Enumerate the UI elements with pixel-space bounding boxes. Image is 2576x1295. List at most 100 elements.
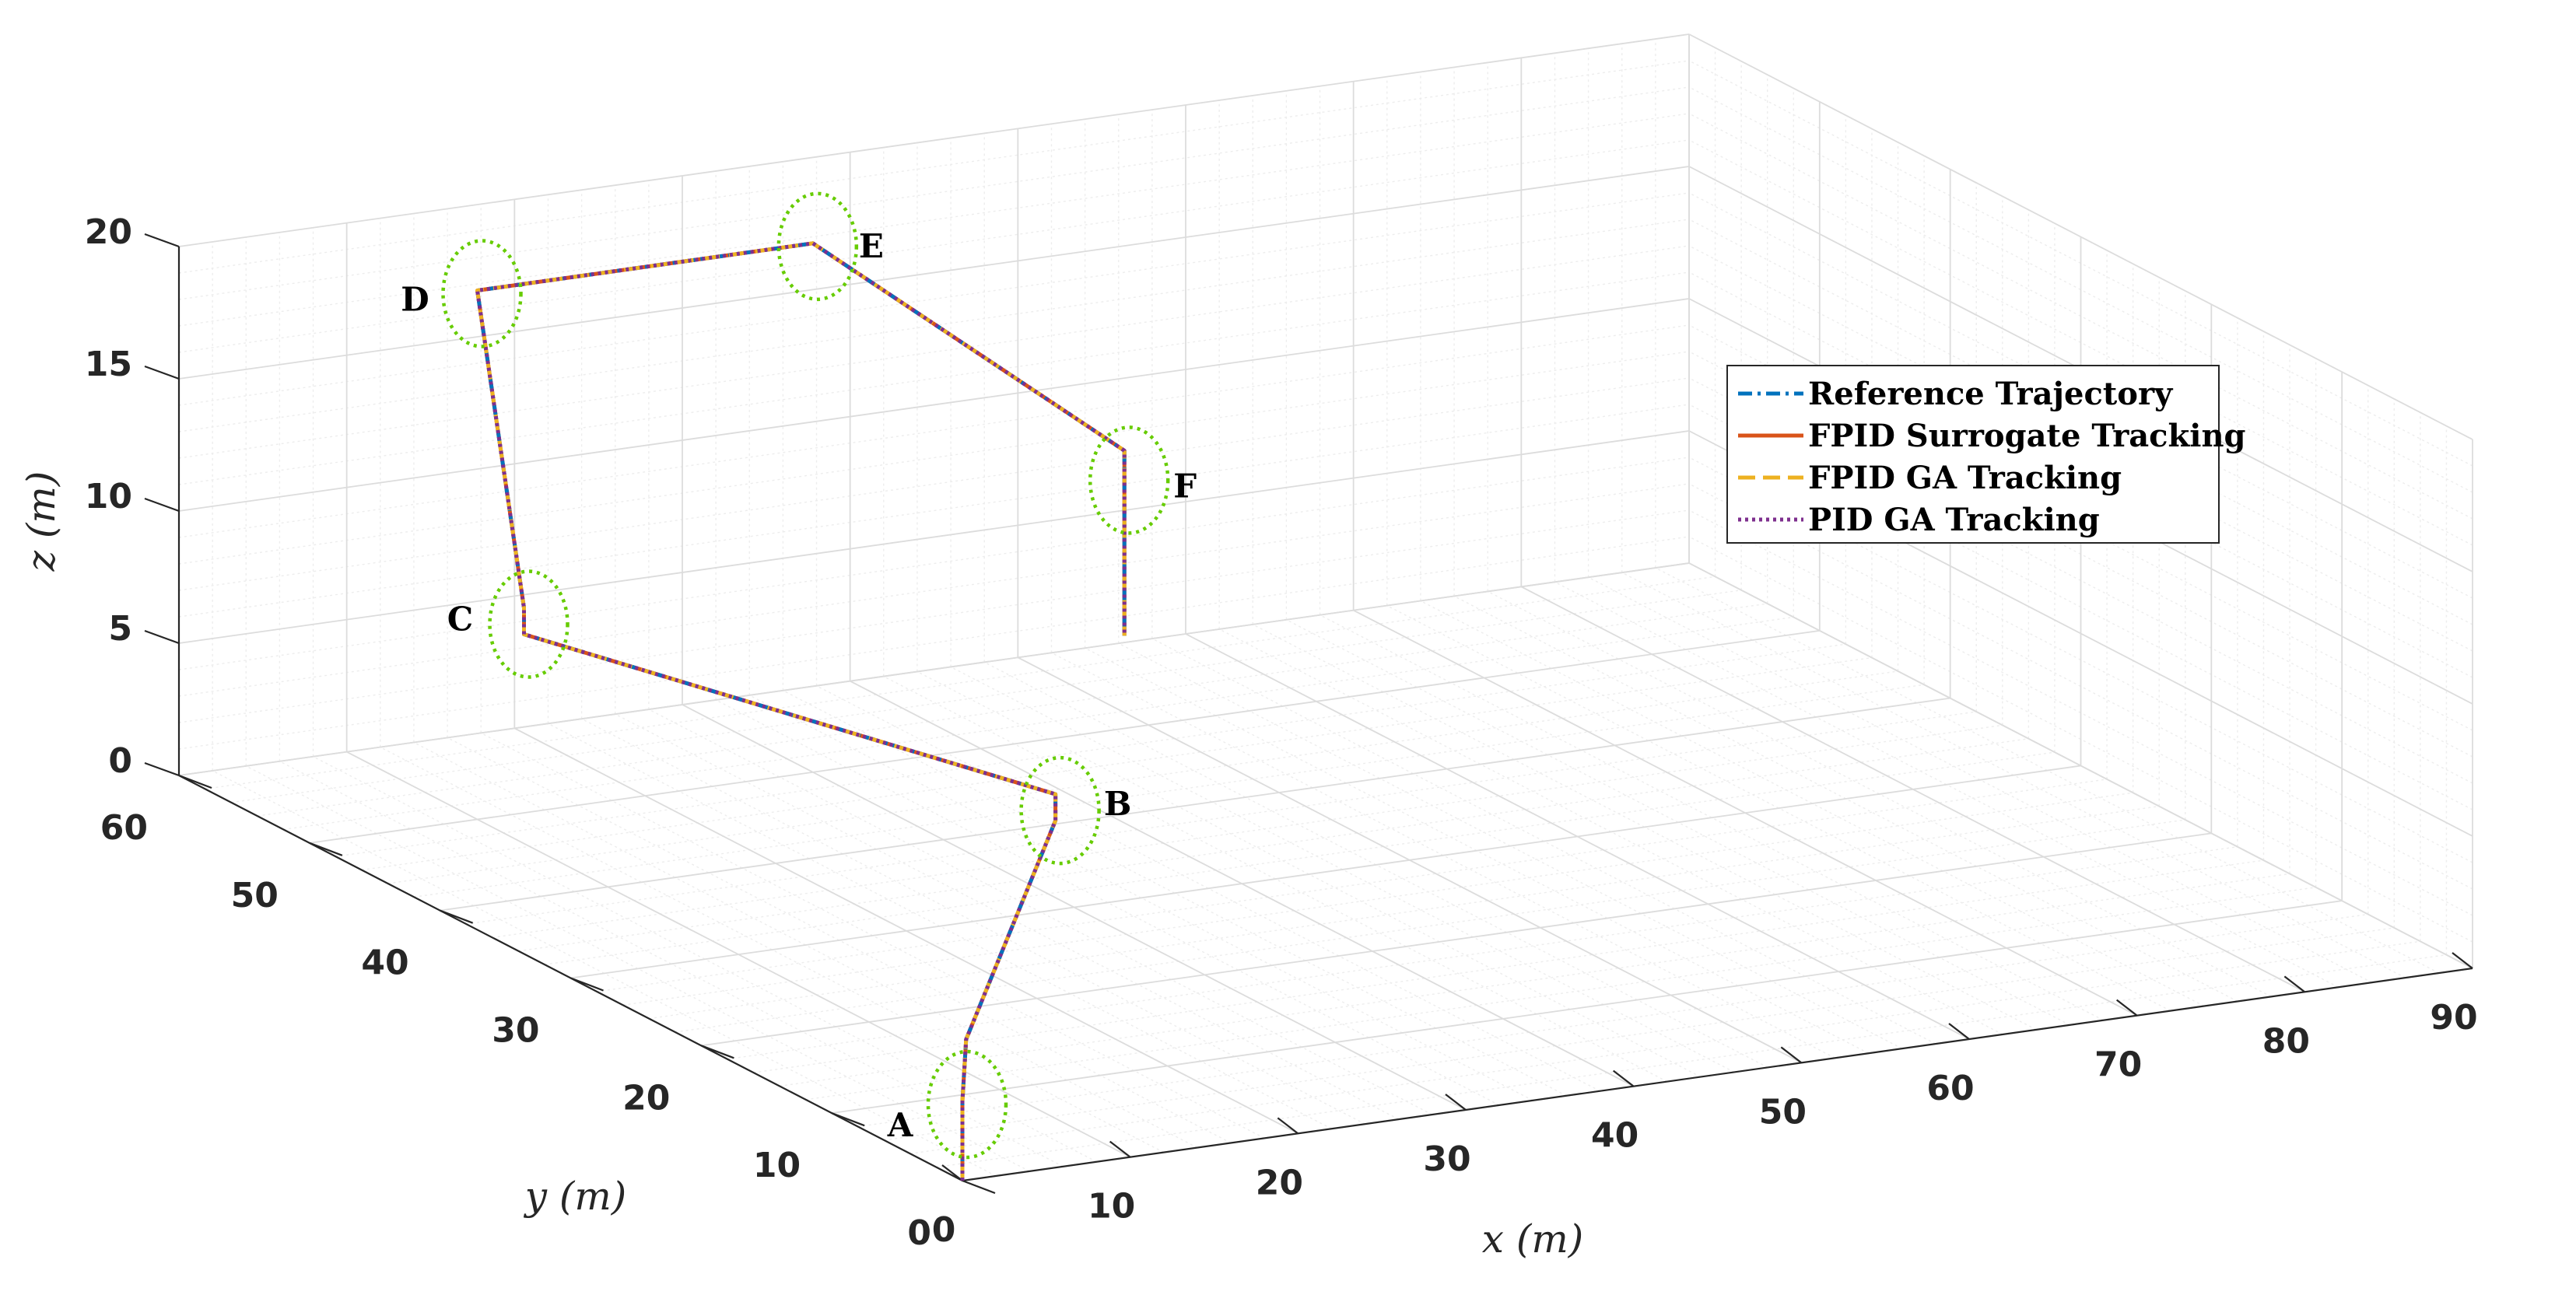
y-tick-label: 0	[907, 1213, 931, 1253]
wall-minor-gridline	[178, 60, 1690, 274]
x-tick-label: 50	[1759, 1092, 1807, 1132]
x-tick-label: 90	[2430, 998, 2477, 1038]
axis-layer	[144, 233, 2473, 1195]
floor-minor-gridline	[466, 711, 1977, 925]
x-tick-label: 10	[1088, 1187, 1135, 1227]
wall-minor-gridline	[178, 536, 1690, 750]
floor-minor-gridline	[492, 724, 2003, 939]
wall-gridline	[1688, 33, 2473, 440]
wall-minor-gridline	[178, 457, 1690, 670]
z-tick-label: 10	[85, 477, 132, 516]
z-tick	[144, 629, 180, 645]
y-tick	[178, 774, 212, 789]
grid-layer	[178, 33, 2473, 1181]
x-tick	[2115, 999, 2138, 1017]
wall-minor-gridline	[178, 324, 1690, 538]
y-tick	[440, 909, 474, 924]
z-tick	[144, 761, 180, 777]
legend-box	[1726, 365, 2220, 544]
y-tick	[309, 842, 343, 856]
y-tick	[831, 1112, 865, 1127]
x-tick	[941, 1164, 963, 1181]
floor-gridline	[440, 697, 1950, 912]
x-tick	[1948, 1023, 1970, 1040]
z-tick	[144, 233, 180, 248]
wall-minor-gridline	[178, 509, 1690, 723]
waypoint-label: B	[1104, 785, 1132, 823]
waypoint-label: A	[887, 1106, 914, 1144]
x-tick-label: 0	[932, 1210, 956, 1250]
floor-minor-gridline	[414, 684, 1925, 898]
legend: Reference Trajectory FPID Surrogate Trac…	[1726, 365, 2246, 544]
x-tick-label: 30	[1423, 1139, 1470, 1179]
x-tick	[1277, 1117, 1299, 1135]
floor-minor-gridline	[283, 616, 1794, 831]
wall-minor-gridline	[178, 377, 1690, 591]
z-tick	[144, 497, 180, 513]
floor-minor-gridline	[753, 859, 2264, 1073]
floor-minor-gridline	[544, 751, 2056, 965]
floor-gridline	[309, 629, 1820, 844]
x-tick	[2452, 952, 2473, 969]
x-tick	[1445, 1094, 1467, 1111]
wall-minor-gridline	[178, 192, 1690, 406]
floor-minor-gridline	[518, 738, 2029, 952]
legend-label-pid-ga: PID GA Tracking	[1808, 502, 2100, 538]
x-tick-label: 40	[1591, 1116, 1638, 1156]
y-tick	[962, 1179, 996, 1195]
legend-label-reference: Reference Trajectory	[1808, 376, 2174, 412]
z-tick-label: 20	[85, 212, 132, 252]
y-tick-label: 10	[753, 1146, 801, 1185]
waypoint-circle	[1088, 425, 1170, 535]
series-layer	[475, 241, 1127, 1181]
floor-minor-gridline	[805, 887, 2316, 1101]
series-line-fpid-surrogate-tracking	[475, 241, 1127, 1181]
y-tick-label: 60	[100, 808, 148, 848]
waypoint-label: F	[1173, 467, 1197, 505]
waypoint-circle	[776, 191, 859, 302]
x-tick-label: 80	[2262, 1021, 2310, 1061]
wall-minor-gridline	[178, 245, 1690, 459]
wall-gridline	[178, 166, 1690, 380]
wall-minor-gridline	[178, 139, 1690, 353]
z-tick-label: 0	[108, 741, 132, 781]
waypoint-circle	[488, 569, 570, 679]
x-tick	[1109, 1140, 1131, 1158]
floor-minor-gridline	[649, 805, 2160, 1020]
legend-label-fpid-ga: FPID GA Tracking	[1808, 460, 2122, 496]
y-tick	[570, 977, 604, 992]
waypoint-label: C	[447, 600, 473, 639]
series-line-reference-trajectory	[475, 241, 1127, 1181]
wall-gridline	[178, 430, 1690, 644]
z-tick-label: 15	[85, 345, 132, 384]
waypoint-annotations: A B C D E F	[401, 191, 1197, 1160]
x-tick-label: 60	[1926, 1069, 1974, 1108]
y-axis-label: y (m)	[524, 1174, 627, 1219]
floor-minor-gridline	[622, 792, 2133, 1006]
floor-minor-gridline	[361, 656, 1873, 871]
floor-minor-gridline	[387, 670, 1898, 884]
y-tick-label: 40	[361, 943, 408, 983]
floor-gridline	[701, 832, 2212, 1047]
wall-minor-gridline	[178, 113, 1690, 327]
waypoint-circle	[441, 239, 523, 348]
wall-gridline	[178, 33, 1690, 247]
wall-gridline	[178, 562, 1690, 776]
floor-minor-gridline	[727, 846, 2238, 1060]
wall-minor-gridline	[178, 404, 1690, 618]
floor-minor-gridline	[884, 927, 2395, 1141]
floor-minor-gridline	[857, 913, 2368, 1128]
floor-minor-gridline	[231, 590, 1742, 803]
wall-minor-gridline	[178, 271, 1690, 485]
z-tick-label: 5	[108, 609, 132, 649]
tick-labels: 0 10 20 30 40 50 60 70 80 90 0 10 20 30 40 50 60 0 5 10 15 20	[85, 212, 2478, 1253]
x-tick-label: 70	[2094, 1045, 2142, 1085]
legend-label-fpid-surrogate: FPID Surrogate Tracking	[1808, 418, 2246, 454]
x-tick	[1612, 1069, 1635, 1087]
y-tick	[700, 1045, 734, 1059]
y-tick-label: 20	[622, 1078, 670, 1118]
wall-minor-gridline	[178, 86, 1690, 300]
floor-gridline	[570, 765, 2081, 979]
wall-minor-gridline	[178, 483, 1690, 697]
